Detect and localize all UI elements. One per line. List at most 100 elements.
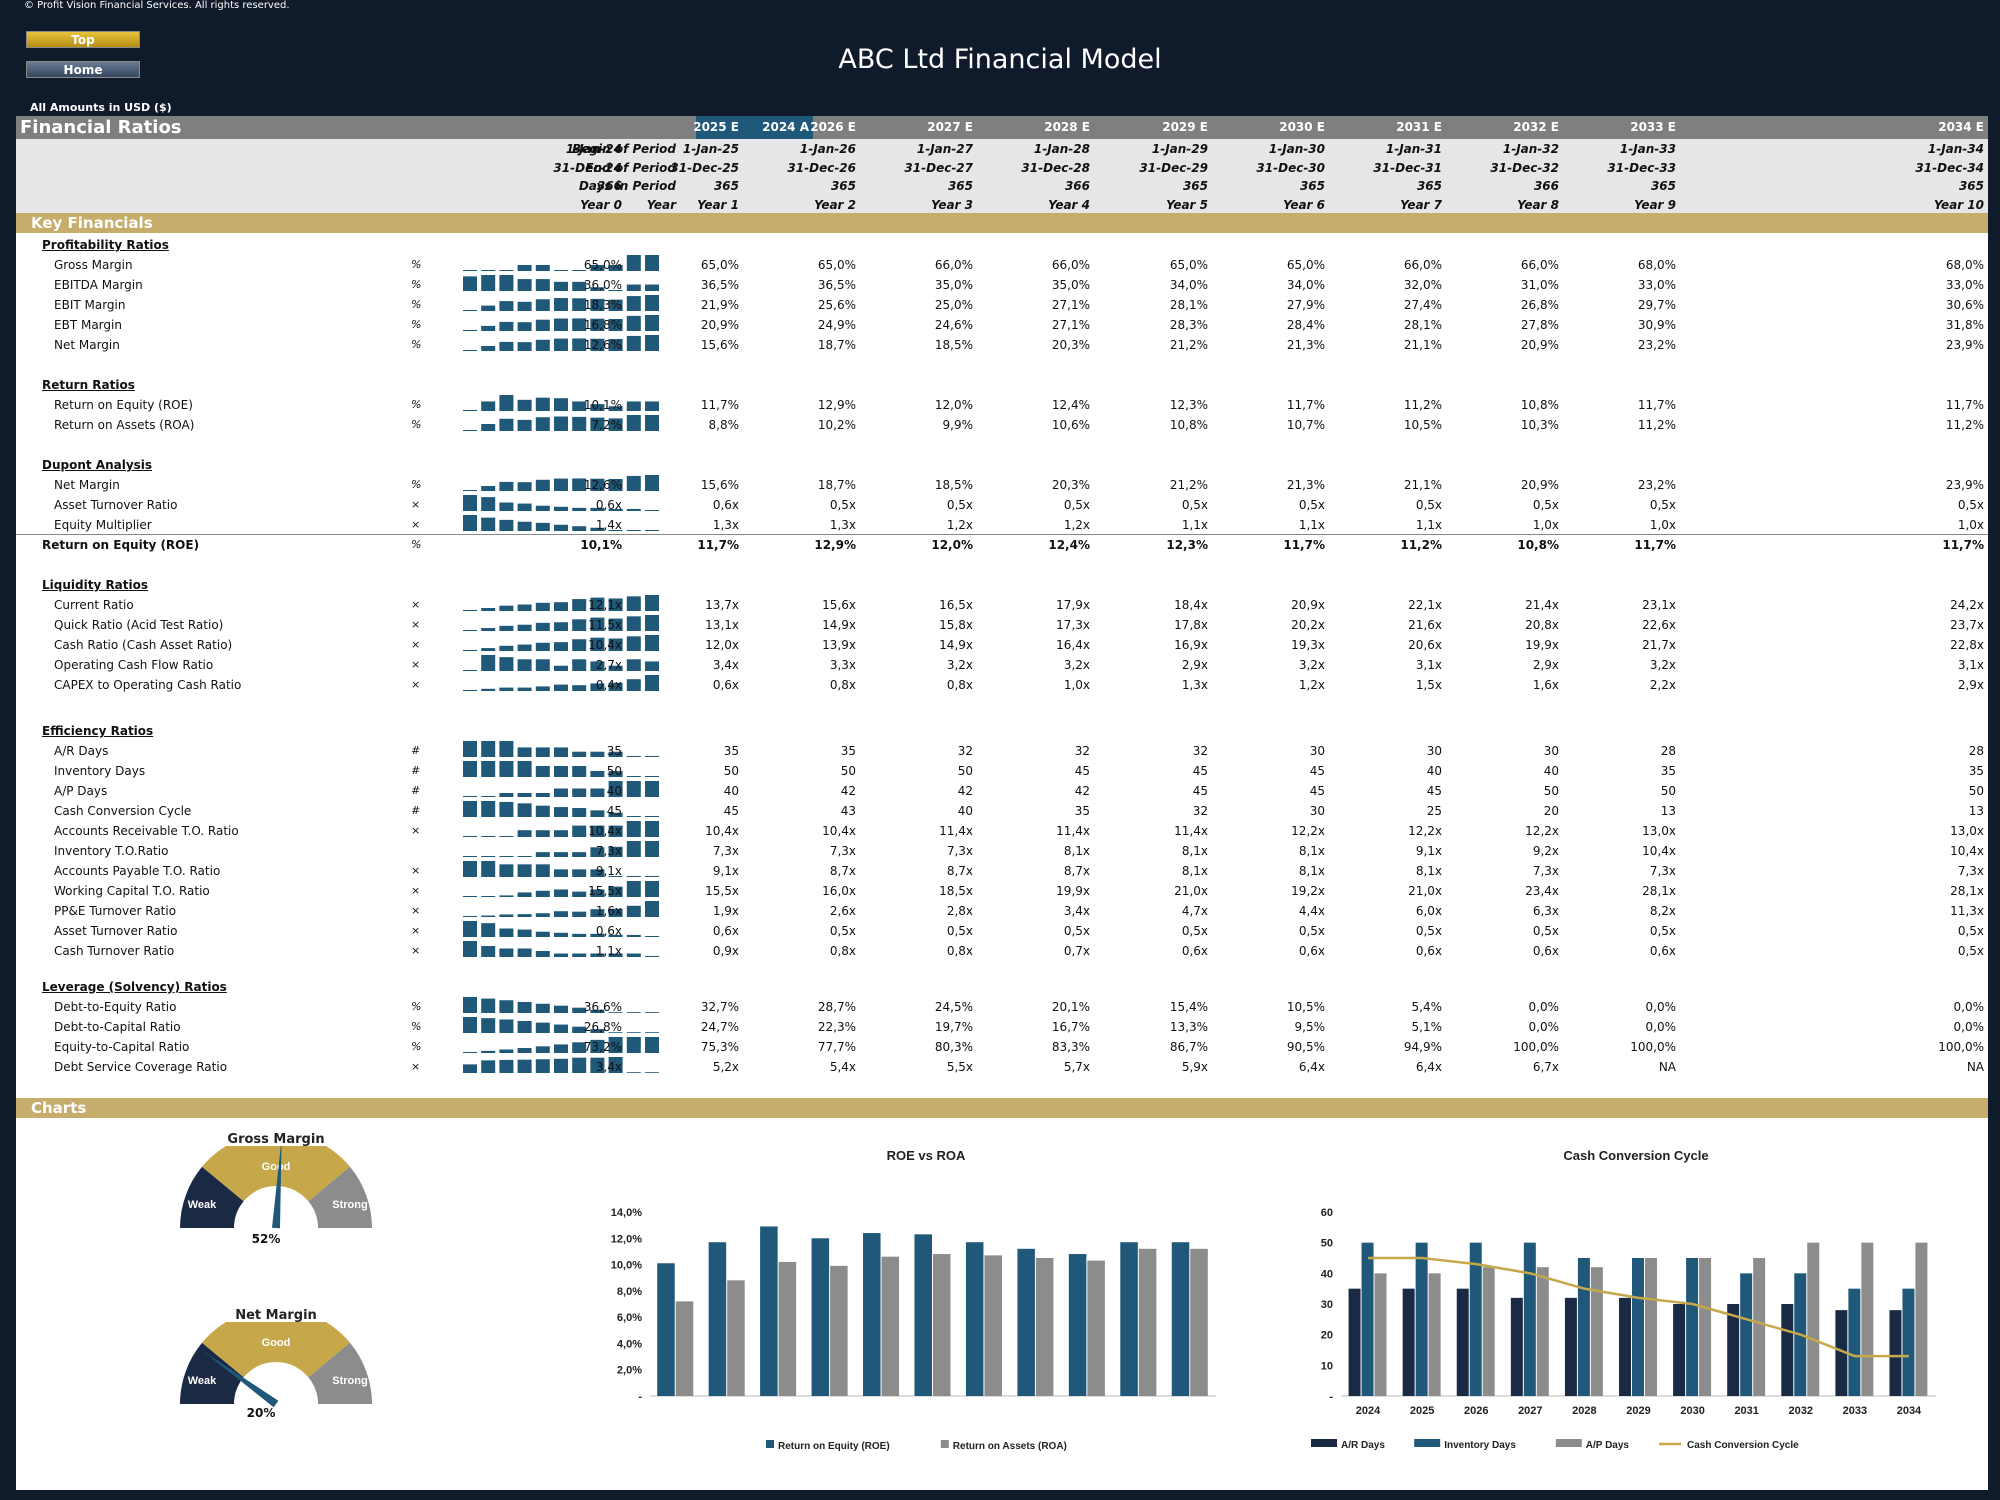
ratio-value: 35 (1074, 804, 1090, 818)
ratio-value: 27,4% (1403, 298, 1442, 312)
year-header: 2031 E (1396, 120, 1442, 134)
bar-return-on-equity-roe- (914, 1234, 932, 1396)
ratio-value: 40 (957, 804, 973, 818)
ratio-value: 11,3x (1950, 904, 1984, 918)
spark-bar (535, 913, 550, 917)
spark-bar (499, 1019, 514, 1033)
ratio-value: 18,5% (934, 478, 973, 492)
ratio-value: 22,8x (1950, 638, 1984, 652)
ratio-value: 77,7% (817, 1040, 856, 1054)
ratio-value: 36,5% (817, 278, 856, 292)
spark-bar (463, 276, 477, 291)
spark-bar (463, 630, 477, 631)
section-label: Charts (31, 1099, 87, 1117)
spark-bar (590, 1057, 605, 1073)
bar-return-on-assets-roa- (830, 1265, 848, 1396)
spark-bar (517, 892, 532, 897)
spark-bar (572, 338, 587, 351)
ratio-value: 50 (606, 764, 622, 778)
spark-bar (463, 801, 477, 817)
bar-a-p-days (1482, 1267, 1495, 1396)
ratio-value: 0,0% (1953, 1000, 1985, 1014)
spark-bar (499, 856, 514, 857)
period-value: Year 2 (814, 197, 856, 212)
ratio-value: 0,5x (946, 498, 973, 512)
spark-bar (590, 661, 605, 671)
ratio-value: 23,9% (1945, 478, 1984, 492)
spark-bar (481, 836, 496, 837)
sparkline (463, 495, 659, 511)
gauge-weak-segment (180, 1342, 244, 1404)
period-value: 366 (596, 179, 622, 193)
spark-bar (572, 825, 587, 837)
ratio-value: 13,1x (705, 618, 739, 632)
group-title: Liquidity Ratios (42, 578, 149, 592)
ratio-value: 35,0% (1051, 278, 1090, 292)
spark-bar (554, 416, 568, 431)
period-value: Year 0 (580, 197, 622, 212)
ratio-value: 20,9x (1291, 598, 1325, 612)
ratio-value: 36,0% (583, 278, 622, 292)
spark-bar (608, 886, 623, 897)
ratio-value: 50 (1660, 784, 1676, 798)
ratio-value: 28,3% (1169, 318, 1208, 332)
spark-bar (626, 1037, 641, 1053)
ratio-value: 19,9x (1525, 638, 1559, 652)
spark-bar (517, 856, 532, 857)
spark-bar (481, 401, 496, 411)
ratio-value: 1,1x (1298, 518, 1325, 532)
unit-symbol: % (411, 338, 422, 351)
ratio-value: 22,6x (1642, 618, 1676, 632)
sparkline (463, 741, 659, 757)
ratio-value: 20 (1543, 804, 1559, 818)
ratio-value: 0,0% (1645, 1000, 1677, 1014)
period-value: Year 4 (1048, 197, 1090, 212)
spark-bar (463, 1052, 477, 1053)
spark-bar (645, 615, 659, 631)
ratio-value: 20,6x (1408, 638, 1442, 652)
spark-bar (572, 1057, 587, 1073)
x-tick-label: 2025 (1410, 1405, 1434, 1417)
spark-bar (554, 1058, 568, 1073)
year-header: 2030 E (1279, 120, 1325, 134)
period-value: Year 10 (1933, 197, 1984, 212)
ratio-value: 19,3x (1291, 638, 1325, 652)
copyright-notice: © Profit Vision Financial Services. All … (24, 0, 290, 11)
gauge-label-good: Good (262, 1337, 291, 1349)
ratio-value: 0,5x (1181, 498, 1208, 512)
section-label: Key Financials (31, 214, 153, 232)
unit-symbol: % (411, 278, 422, 291)
spark-bar (572, 281, 587, 291)
spark-bar (554, 1044, 568, 1053)
spark-bar (481, 275, 496, 291)
spark-bar (626, 905, 641, 917)
spark-bar (517, 419, 532, 431)
ratio-value: 12,0% (934, 398, 973, 412)
ratio-value: 0,5x (1415, 924, 1442, 938)
ratio-value: 10,8% (1517, 538, 1559, 552)
top-button[interactable]: Top (26, 31, 140, 48)
ratio-value: 12,0% (931, 538, 973, 552)
home-button[interactable]: Home (26, 61, 140, 78)
spark-bar (608, 418, 623, 431)
spark-bar (463, 856, 477, 857)
spark-bar (608, 812, 623, 817)
spark-bar (481, 270, 496, 271)
sparkline (463, 1037, 659, 1053)
period-value: Year 7 (1400, 197, 1442, 212)
spark-bar (463, 836, 477, 837)
ratio-label: EBITDA Margin (54, 278, 143, 292)
spark-bar (608, 665, 623, 671)
ratio-value: 0,6x (1532, 944, 1559, 958)
ratio-value: 0,0% (1528, 1020, 1560, 1034)
spark-bar (590, 507, 605, 511)
ratio-value: 0,6x (1415, 944, 1442, 958)
ratio-value: 75,3% (700, 1040, 739, 1054)
bar-a-r-days (1889, 1310, 1902, 1396)
spark-bar (554, 953, 568, 957)
spark-bar (517, 793, 532, 797)
spark-bar (590, 889, 605, 897)
spark-bar (626, 1032, 641, 1033)
spark-bar (626, 315, 641, 331)
ratio-label: Working Capital T.O. Ratio (54, 884, 210, 898)
